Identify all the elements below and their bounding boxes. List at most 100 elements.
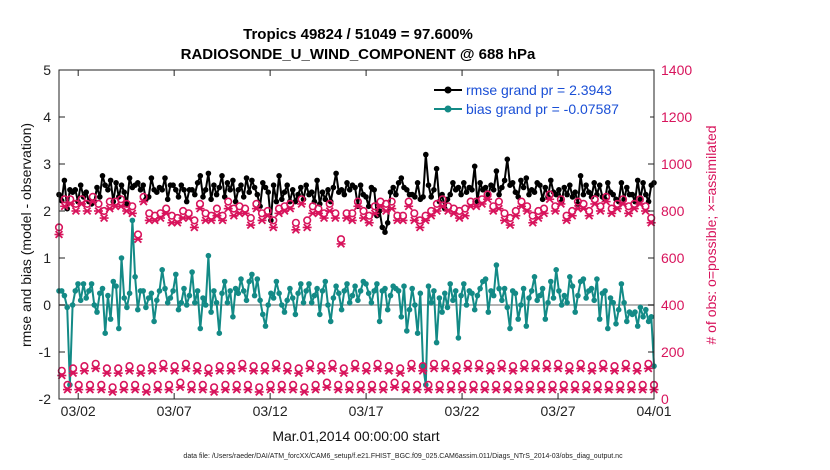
- bias-point: [594, 276, 600, 282]
- obs-possible-point: [77, 195, 86, 204]
- bias-point: [607, 295, 614, 301]
- bias-point: [110, 278, 117, 285]
- bias-point: [548, 278, 554, 285]
- rmse-point: [189, 187, 195, 193]
- bias-point: [404, 328, 410, 334]
- bias-point: [107, 316, 114, 322]
- rmse-point: [463, 189, 470, 195]
- obs-assimilated-point: [601, 197, 611, 206]
- rmse-point: [346, 187, 353, 193]
- obs-possible-point: [277, 380, 286, 390]
- rmse-point: [577, 173, 584, 179]
- obs-possible-point: [226, 362, 236, 371]
- rmse-point: [262, 184, 269, 191]
- bias-point: [575, 292, 581, 299]
- obs-possible-point: [139, 192, 148, 201]
- rmse-point: [183, 198, 190, 205]
- rmse-point: [211, 182, 217, 188]
- bias-point: [132, 274, 138, 280]
- rmse-point: [121, 189, 127, 195]
- bias-point: [395, 288, 402, 294]
- obs-assimilated-point: [263, 211, 273, 220]
- obs-assimilated-point: [339, 369, 349, 378]
- bias-point: [83, 295, 89, 301]
- rmse-point: [240, 194, 247, 200]
- bias-point: [86, 288, 92, 294]
- bias-point: [58, 288, 65, 294]
- obs-assimilated-point: [556, 199, 566, 208]
- obs-possible-point: [469, 380, 478, 390]
- obs-assimilated-point: [584, 211, 594, 220]
- rmse-point: [77, 182, 84, 188]
- rmse-point: [596, 182, 603, 188]
- obs-assimilated-point: [108, 387, 118, 396]
- obs-possible-point: [88, 192, 97, 201]
- obs-possible-point: [424, 380, 433, 390]
- obs-possible-point: [435, 380, 444, 390]
- bias-point: [194, 288, 201, 294]
- rmse-point: [458, 191, 464, 198]
- obs-assimilated-point: [158, 364, 168, 373]
- bias-point: [126, 290, 133, 297]
- obs-possible-point: [373, 359, 382, 368]
- rmse-point: [493, 168, 500, 174]
- obs-possible-point: [63, 380, 72, 390]
- bias-point: [99, 285, 106, 292]
- bias-point: [648, 314, 655, 320]
- obs-possible-point: [66, 195, 75, 204]
- rmse-point: [404, 187, 410, 193]
- rmse-point: [298, 184, 304, 191]
- rmse-point: [379, 224, 386, 231]
- obs-assimilated-point: [164, 385, 174, 394]
- obs-possible-point: [466, 197, 475, 206]
- obs-possible-point: [407, 359, 416, 368]
- rmse-point: [135, 180, 141, 186]
- bias-point: [91, 302, 98, 308]
- obs-possible-point: [272, 359, 281, 368]
- obs-possible-point: [610, 362, 619, 371]
- obs-assimilated-point: [147, 366, 157, 375]
- rmse-point: [173, 187, 179, 193]
- obs-possible-point: [590, 195, 599, 204]
- obs-possible-point: [356, 380, 365, 390]
- bias-point: [412, 302, 418, 308]
- obs-possible-point: [393, 211, 402, 220]
- rmse-point: [232, 198, 239, 205]
- obs-possible-point: [339, 364, 348, 373]
- obs-possible-point: [252, 199, 261, 208]
- bias-point: [192, 299, 198, 306]
- obs-possible-point: [283, 362, 292, 371]
- obs-assimilated-point: [246, 221, 256, 230]
- rmse-point: [482, 184, 489, 191]
- obs-possible-point: [446, 380, 456, 390]
- rmse-point: [159, 187, 165, 193]
- bias-point: [528, 288, 535, 294]
- obs-possible-point: [542, 359, 551, 368]
- rmse-point: [572, 189, 578, 195]
- bias-point: [591, 297, 597, 304]
- obs-possible-point: [367, 380, 377, 390]
- rmse-point: [154, 189, 160, 195]
- bias-point: [221, 278, 228, 285]
- bias-point: [485, 309, 492, 315]
- obs-possible-point: [249, 362, 258, 371]
- obs-assimilated-point: [288, 385, 298, 394]
- rmse-point: [477, 180, 483, 186]
- bias-point: [243, 297, 250, 304]
- obs-assimilated-point: [77, 199, 87, 208]
- obs-assimilated-point: [483, 195, 493, 204]
- rmse-point: [523, 175, 530, 181]
- obs-assimilated-point: [508, 366, 518, 375]
- obs-assimilated-point: [618, 199, 628, 208]
- obs-possible-point: [404, 197, 413, 206]
- obs-possible-point: [311, 380, 320, 390]
- bias-point: [463, 302, 470, 308]
- obs-assimilated-series: [54, 195, 659, 396]
- obs-assimilated-point: [457, 385, 467, 394]
- rmse-point: [556, 187, 562, 193]
- obs-assimilated-point: [198, 385, 208, 394]
- y-right-tick-label: 1400: [661, 62, 692, 78]
- bias-point: [314, 285, 320, 292]
- obs-assimilated-point: [361, 366, 371, 375]
- obs-possible-point: [246, 213, 255, 223]
